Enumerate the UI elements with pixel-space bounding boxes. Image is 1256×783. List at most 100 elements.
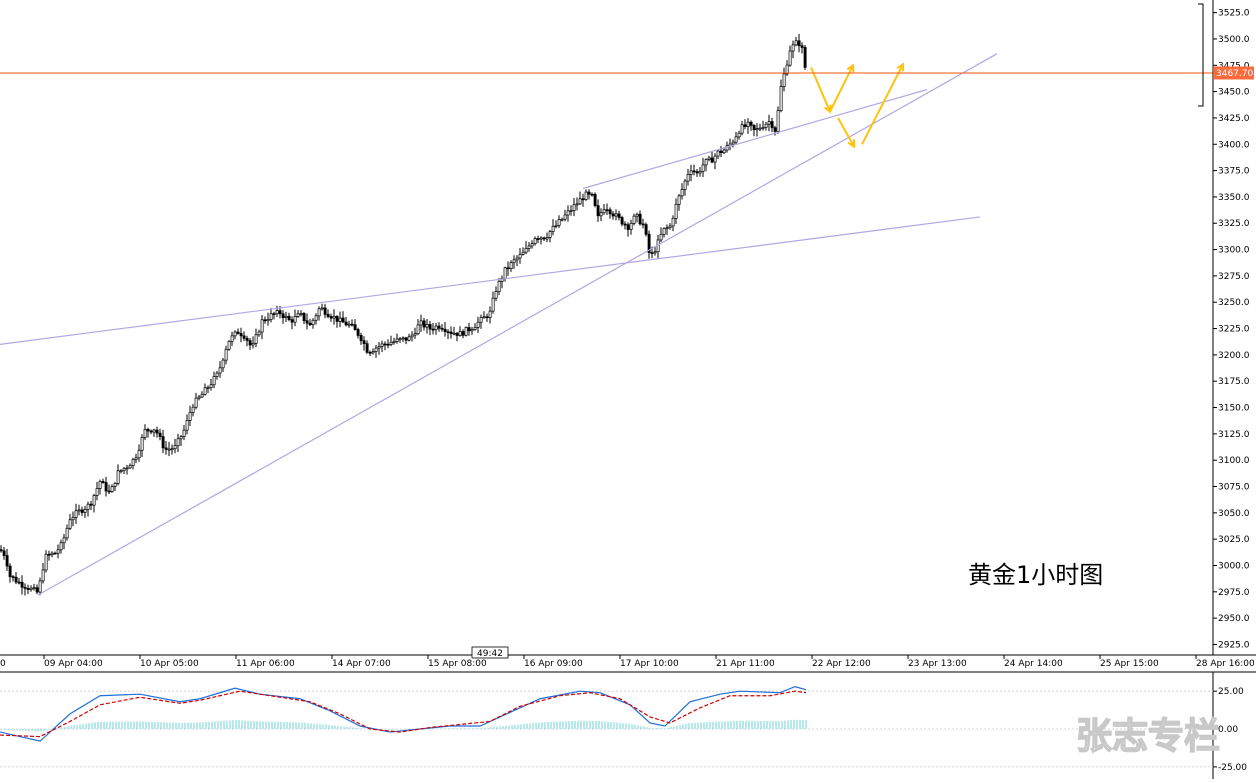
candle-body bbox=[23, 586, 27, 589]
candle-body bbox=[239, 333, 243, 337]
candle-body bbox=[455, 332, 459, 336]
candle-body bbox=[425, 324, 429, 328]
candle-body bbox=[296, 313, 300, 317]
candle-body bbox=[428, 324, 432, 330]
forecast-arrow-head bbox=[846, 63, 855, 73]
candle-body bbox=[236, 331, 240, 334]
time-tick-label: 24 Apr 14:00 bbox=[1004, 659, 1063, 669]
candle-body bbox=[692, 170, 696, 173]
price-tick-label: 3200.0 bbox=[1218, 351, 1250, 361]
candle-body bbox=[551, 226, 555, 232]
time-axis-left-label: 0 bbox=[0, 659, 6, 669]
candle-body bbox=[128, 465, 132, 469]
candle-body bbox=[698, 170, 702, 174]
candle-body bbox=[380, 343, 384, 347]
price-tick-label: 3125.0 bbox=[1218, 430, 1250, 440]
candle-body bbox=[98, 481, 102, 489]
candle-body bbox=[323, 307, 327, 315]
forecast-arrow bbox=[810, 67, 831, 113]
candle-body bbox=[644, 224, 648, 235]
candle-body bbox=[683, 180, 687, 190]
candle-body bbox=[68, 519, 72, 529]
candle-body bbox=[539, 237, 543, 240]
candle-body bbox=[224, 348, 228, 361]
candle-body bbox=[473, 327, 477, 330]
candle-body bbox=[797, 40, 801, 47]
candle-body bbox=[47, 553, 51, 556]
price-tick-label: 3050.0 bbox=[1218, 509, 1250, 519]
candle-body bbox=[416, 324, 420, 335]
candle-body bbox=[617, 213, 621, 218]
candle-body bbox=[758, 127, 762, 130]
candle-body bbox=[59, 542, 63, 551]
candle-body bbox=[332, 315, 336, 319]
candle-body bbox=[101, 481, 105, 483]
last-price-tag-bg bbox=[1214, 66, 1254, 80]
forecast-arrow bbox=[837, 117, 855, 147]
price-tick-label: 2975.0 bbox=[1218, 588, 1250, 598]
candle-body bbox=[716, 150, 720, 157]
candle-body bbox=[623, 223, 627, 226]
candle-body bbox=[788, 50, 792, 66]
candle-body bbox=[392, 341, 396, 343]
price-tick-label: 3000.0 bbox=[1218, 561, 1250, 571]
candle-body bbox=[56, 549, 60, 554]
trend-line bbox=[0, 216, 981, 345]
candle-body bbox=[62, 537, 66, 544]
candle-body bbox=[317, 308, 321, 317]
candle-body bbox=[251, 343, 255, 346]
candle-body bbox=[764, 123, 768, 128]
candle-body bbox=[161, 436, 165, 449]
candle-body bbox=[440, 327, 444, 330]
watermark: 张志专栏 bbox=[1076, 716, 1220, 757]
indicator-tick-label: -25.00 bbox=[1218, 763, 1247, 773]
candle-body bbox=[602, 209, 606, 214]
candle-body bbox=[17, 581, 21, 584]
time-tick-label: 14 Apr 07:00 bbox=[332, 659, 391, 669]
candle-body bbox=[674, 203, 678, 219]
price-tick-label: 2950.0 bbox=[1218, 614, 1250, 624]
candle-body bbox=[800, 45, 804, 48]
candle-body bbox=[266, 319, 270, 322]
candle-body bbox=[578, 198, 582, 205]
candle-body bbox=[338, 317, 342, 322]
candle-body bbox=[269, 313, 273, 320]
indicator-histogram bbox=[1, 719, 807, 732]
candle-body bbox=[422, 320, 426, 328]
candle-body bbox=[443, 328, 447, 333]
candle-body bbox=[731, 141, 735, 145]
candle-body bbox=[527, 245, 531, 249]
candle-body bbox=[410, 334, 414, 338]
candle-body bbox=[401, 337, 405, 340]
candle-body bbox=[761, 126, 765, 129]
candle-body bbox=[596, 205, 600, 217]
candle-body bbox=[179, 436, 183, 440]
candle-body bbox=[65, 527, 69, 539]
instrument-label: 黄金1小时图 bbox=[968, 561, 1103, 589]
candle-body bbox=[746, 121, 750, 128]
pips-bracket bbox=[1198, 3, 1204, 107]
candle-body bbox=[458, 331, 462, 336]
price-tick-label: 3350.0 bbox=[1218, 193, 1250, 203]
candle-body bbox=[362, 340, 366, 344]
candle-body bbox=[590, 193, 594, 196]
candle-body bbox=[221, 359, 225, 369]
candle-body bbox=[29, 587, 33, 590]
candle-body bbox=[341, 317, 345, 323]
candle-body bbox=[83, 509, 87, 513]
last-price-tag: 3467.70 bbox=[1214, 66, 1254, 80]
candle-body bbox=[248, 340, 252, 346]
cursor-time-label: 49:42 bbox=[477, 649, 503, 659]
price-tick-label: 3500.0 bbox=[1218, 35, 1250, 45]
time-tick-label: 21 Apr 11:00 bbox=[716, 659, 775, 669]
candle-body bbox=[413, 333, 417, 336]
candle-body bbox=[335, 315, 339, 322]
candle-body bbox=[494, 291, 498, 299]
candle-body bbox=[176, 438, 180, 447]
candle-body bbox=[548, 231, 552, 238]
time-tick-label: 17 Apr 10:00 bbox=[620, 659, 679, 669]
candle-body bbox=[140, 437, 144, 451]
candle-body bbox=[557, 219, 561, 226]
price-tick-label: 3525.0 bbox=[1218, 9, 1250, 19]
candle-body bbox=[653, 251, 657, 254]
